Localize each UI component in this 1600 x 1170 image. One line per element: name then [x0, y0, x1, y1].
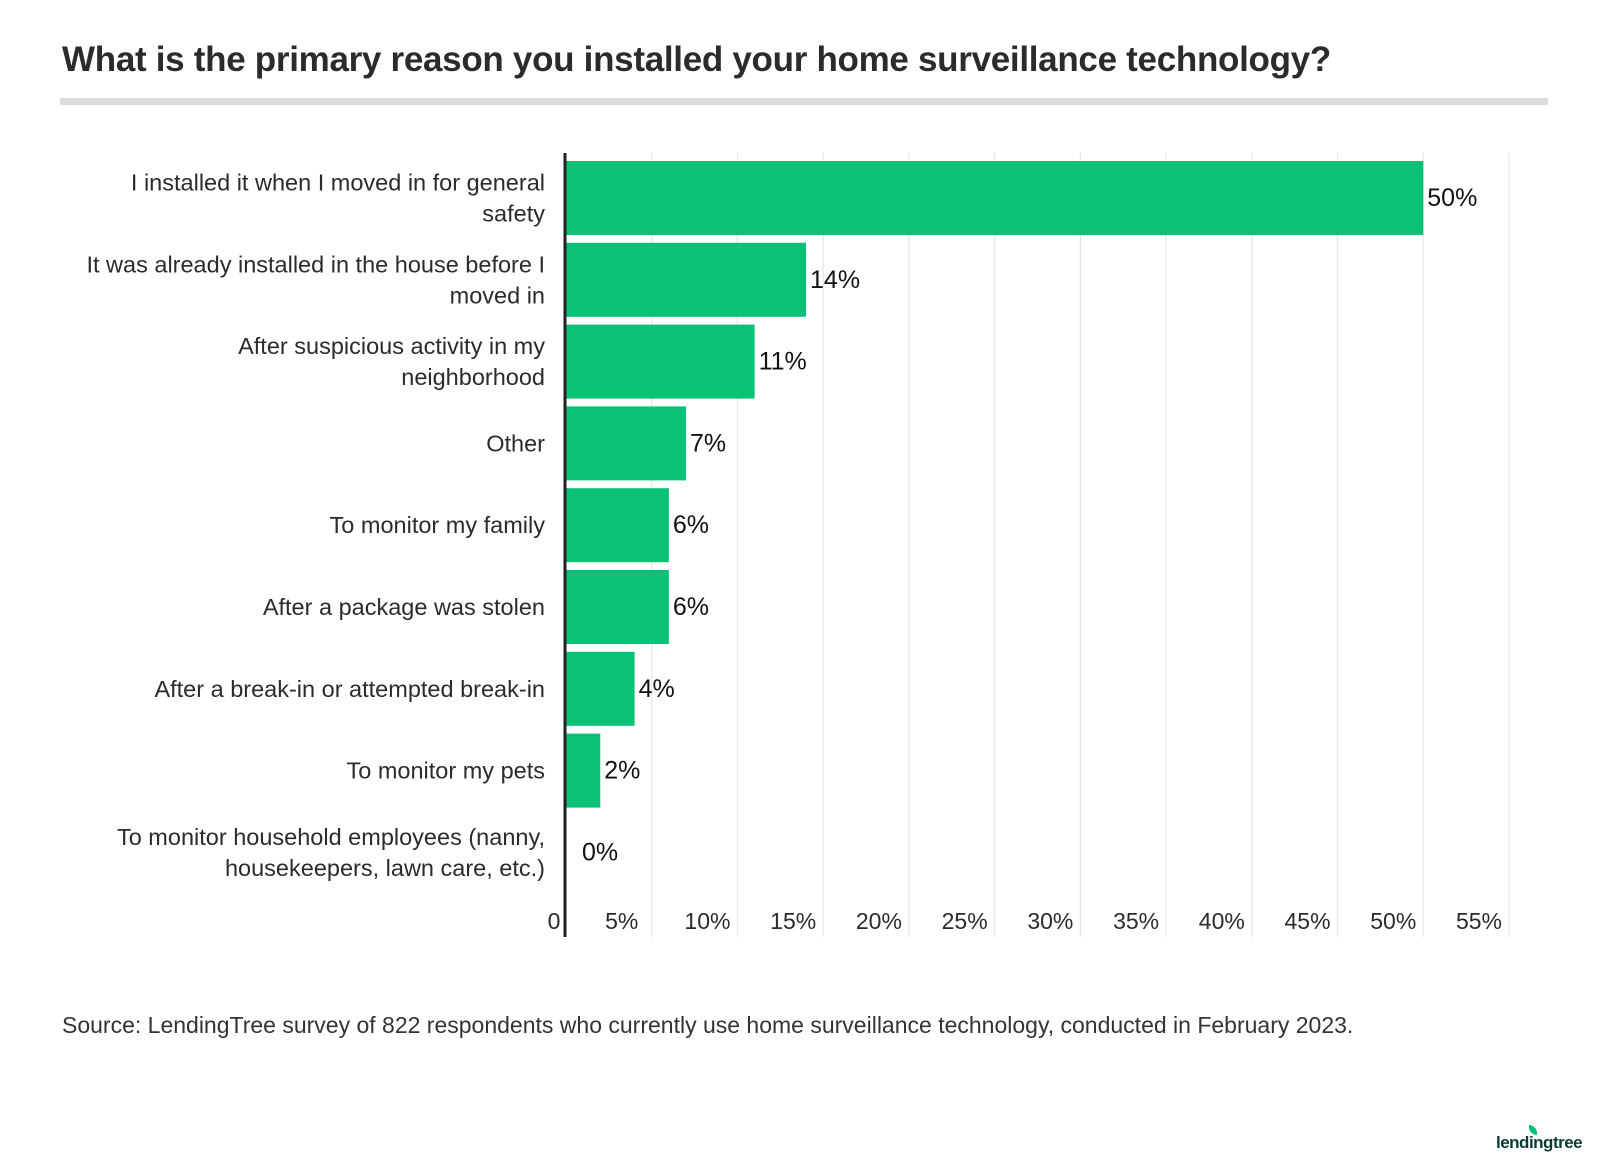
- bar-chart: I installed it when I moved in for gener…: [86, 153, 1510, 937]
- bars: [566, 161, 1424, 808]
- bar: [566, 570, 669, 644]
- bar: [566, 161, 1424, 235]
- x-tick-label: 15%: [770, 908, 816, 934]
- bar: [566, 651, 635, 726]
- title-divider: [60, 98, 1548, 105]
- category-label: After suspicious activity in my neighborh…: [238, 333, 545, 390]
- data-label: 4%: [639, 675, 675, 703]
- category-label-line: neighborhood: [401, 364, 545, 390]
- category-label: To monitor my family: [330, 512, 546, 538]
- category-label-line: housekeepers, lawn care, etc.): [225, 855, 545, 881]
- bar: [566, 242, 807, 317]
- x-tick-label: 5%: [605, 908, 638, 934]
- data-label: 7%: [690, 429, 726, 457]
- category-label-line: After suspicious activity in my: [238, 333, 545, 359]
- category-label: After a break-in or attempted break-in: [154, 676, 545, 702]
- category-label-line: To monitor household employees (nanny,: [117, 824, 545, 850]
- x-tick-label: 0: [548, 908, 561, 934]
- category-label: It was already installed in the house be…: [86, 251, 545, 308]
- x-tick-label: 45%: [1285, 908, 1331, 934]
- category-label-line: It was already installed in the house be…: [86, 251, 545, 277]
- x-tick-label: 40%: [1199, 908, 1245, 934]
- x-tick-label: 20%: [856, 908, 902, 934]
- category-label: I installed it when I moved in for gener…: [131, 170, 545, 227]
- x-tick-label: 10%: [684, 908, 730, 934]
- x-tick-label: 35%: [1113, 908, 1159, 934]
- category-labels: I installed it when I moved in for gener…: [86, 170, 545, 881]
- data-labels: 50% 14% 11% 7% 6% 6% 4% 2% 0%: [582, 184, 1477, 866]
- category-label: Other: [486, 430, 545, 456]
- data-label: 6%: [673, 593, 709, 621]
- category-label-line: moved in: [450, 282, 545, 308]
- bar: [566, 733, 601, 808]
- bar: [566, 324, 755, 399]
- category-label-line: After a break-in or attempted break-in: [154, 676, 545, 702]
- x-axis-ticks: 0 5% 10% 15% 20% 25% 30% 35% 40% 45% 50% 55%: [548, 908, 1502, 934]
- category-label: To monitor household employees (nanny, ho…: [117, 824, 545, 881]
- category-label-line: Other: [486, 430, 545, 456]
- category-label: To monitor my pets: [346, 758, 545, 784]
- data-label: 6%: [673, 511, 709, 539]
- source-note: Source: LendingTree survey of 822 respon…: [62, 1012, 1354, 1038]
- category-label-line: safety: [482, 201, 545, 227]
- x-tick-label: 30%: [1027, 908, 1073, 934]
- data-label: 14%: [810, 266, 860, 294]
- data-label: 0%: [582, 838, 618, 866]
- category-label: After a package was stolen: [263, 594, 545, 620]
- data-label: 2%: [604, 757, 640, 785]
- category-label-line: After a package was stolen: [263, 594, 545, 620]
- chart-title: What is the primary reason you installed…: [62, 40, 1331, 79]
- data-label: 50%: [1427, 184, 1477, 212]
- x-tick-label: 25%: [942, 908, 988, 934]
- lendingtree-logo: lendingtree: [1496, 1133, 1583, 1152]
- leaf-icon: [1529, 1125, 1537, 1135]
- category-label-line: To monitor my family: [330, 512, 546, 538]
- data-label: 11%: [759, 348, 807, 376]
- category-label-line: I installed it when I moved in for gener…: [131, 170, 545, 196]
- x-tick-label: 50%: [1370, 908, 1416, 934]
- bar: [566, 488, 669, 563]
- x-tick-label: 55%: [1456, 908, 1502, 934]
- category-label-line: To monitor my pets: [346, 758, 545, 784]
- bar: [566, 406, 687, 481]
